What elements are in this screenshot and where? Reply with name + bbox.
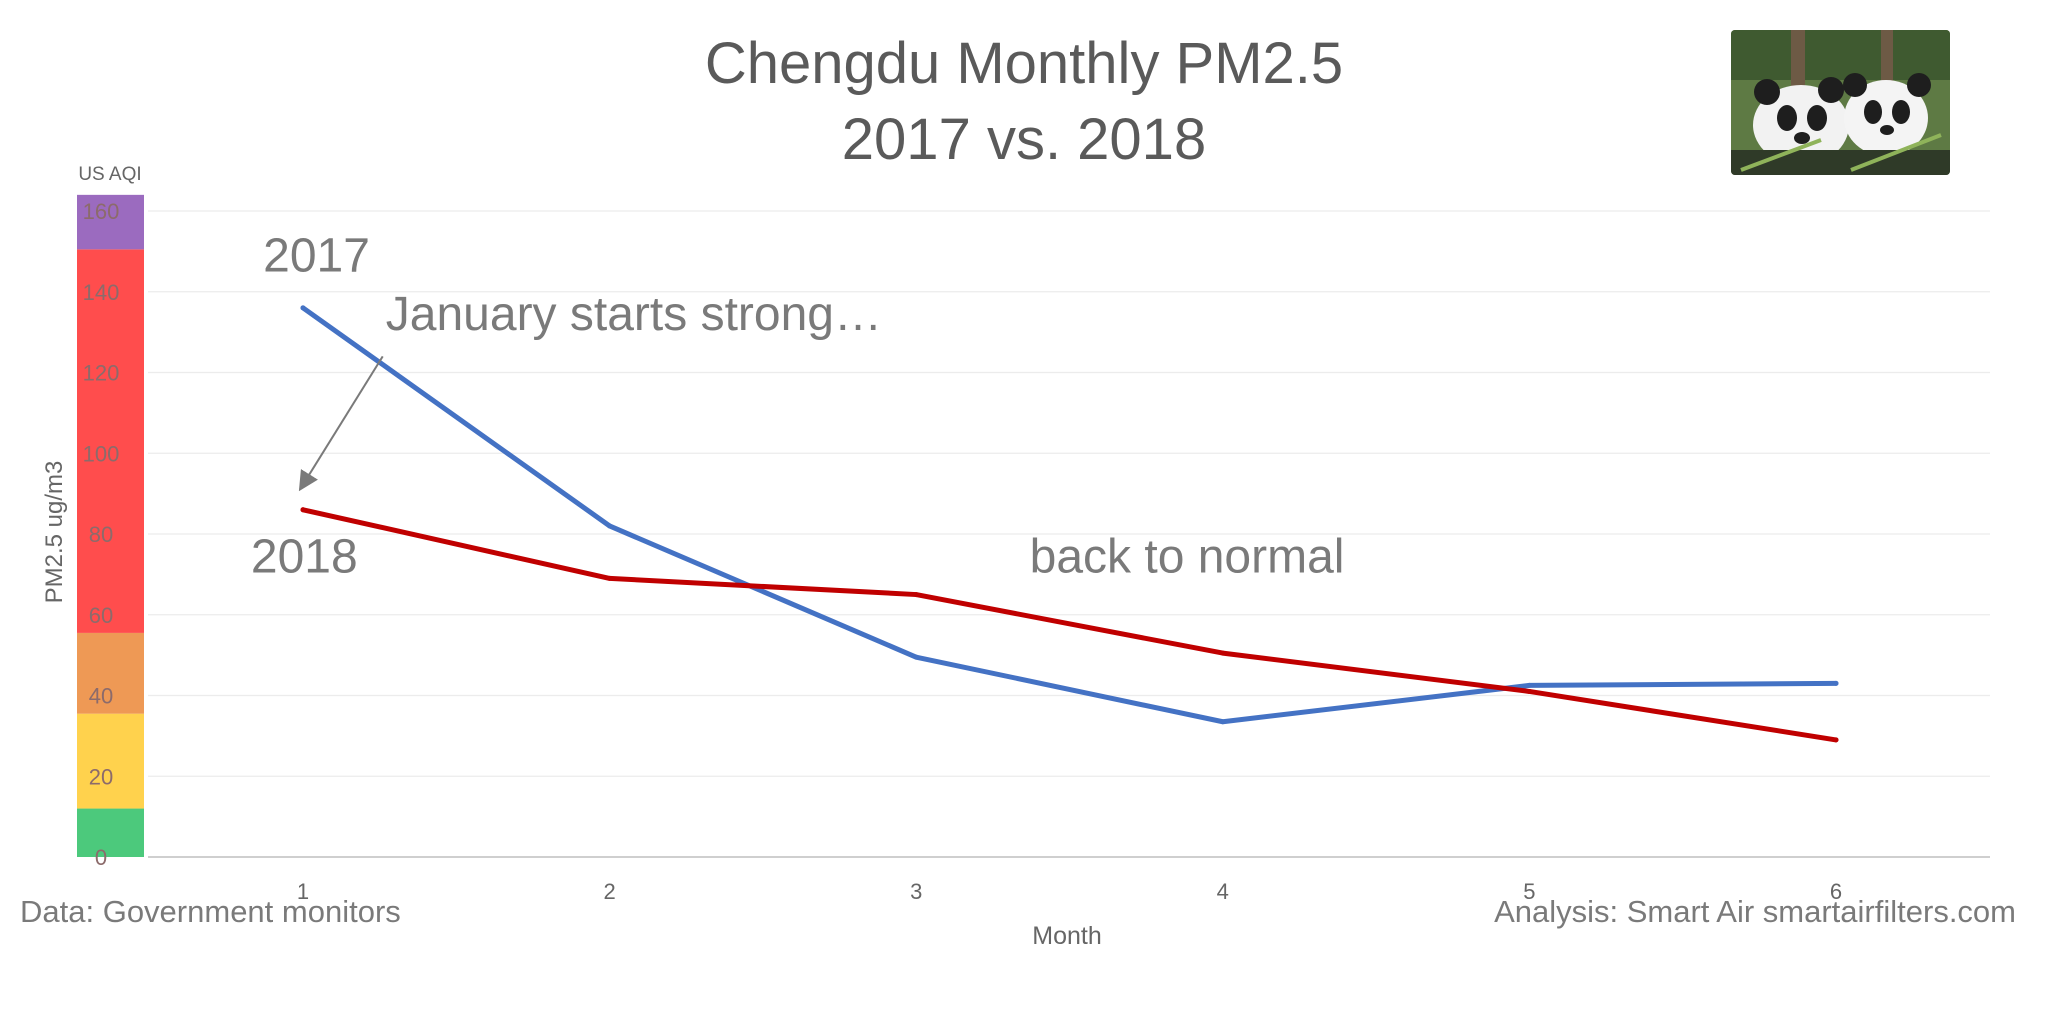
chart-title: Chengdu Monthly PM2.5 xyxy=(704,31,1344,96)
data-point-2018 xyxy=(300,507,306,513)
y-tick-label: 20 xyxy=(89,764,113,789)
annotation-label: 2017 xyxy=(263,230,370,283)
y-tick-label: 0 xyxy=(95,845,107,870)
chart-subtitle: 2017 vs. 2018 xyxy=(841,107,1207,172)
data-point-2017 xyxy=(1833,680,1839,686)
series-line-2018 xyxy=(300,507,1839,743)
data-point-2017 xyxy=(913,654,919,660)
aqi-band xyxy=(77,249,144,633)
gridlines xyxy=(148,210,1990,858)
data-point-2017 xyxy=(607,523,613,529)
aqi-band xyxy=(77,632,144,714)
y-tick-label: 100 xyxy=(83,441,120,466)
analysis-credit: Analysis: Smart Air smartairfilters.com xyxy=(1494,894,2016,929)
series-line-2017 xyxy=(300,305,1839,725)
data-point-2018 xyxy=(607,575,613,581)
aqi-label: US AQI xyxy=(78,164,141,185)
annotation-label: back to normal xyxy=(1030,530,1345,583)
y-tick-label: 40 xyxy=(89,684,113,709)
aqi-band xyxy=(77,808,144,857)
data-point-2018 xyxy=(1833,737,1839,743)
y-tick-label: 120 xyxy=(83,361,120,386)
x-tick-label: 6 xyxy=(1830,879,1842,904)
data-point-2017 xyxy=(1526,682,1532,688)
x-tick-label: 2 xyxy=(603,879,615,904)
series-lines xyxy=(300,305,1839,743)
annotation-label: January starts strong… xyxy=(386,288,882,341)
data-point-2017 xyxy=(1220,719,1226,725)
x-tick-label: 4 xyxy=(1217,879,1229,904)
data-point-2018 xyxy=(1220,650,1226,656)
x-tick-label: 1 xyxy=(297,879,309,904)
aqi-band xyxy=(77,713,144,809)
x-tick-label: 5 xyxy=(1523,879,1535,904)
annotation-arrow xyxy=(298,355,384,492)
y-tick-label: 80 xyxy=(89,522,113,547)
aqi-band xyxy=(77,194,144,250)
panda-photo-icon xyxy=(1731,30,1950,175)
annotations: 2017 2018 January starts strong… back to no… xyxy=(251,230,1345,584)
data-point-2018 xyxy=(1526,688,1532,694)
y-tick-label: 160 xyxy=(83,199,120,224)
x-tick-labels: 1 2 3 4 5 6 xyxy=(297,879,1842,904)
y-tick-labels: 0 20 40 60 80 100 120 140 160 xyxy=(83,199,120,870)
annotation-label: 2018 xyxy=(251,530,358,583)
data-point-2018 xyxy=(913,592,919,598)
y-axis-label: PM2.5 ug/m3 xyxy=(41,461,68,604)
data-point-2017 xyxy=(300,305,306,311)
data-source-note: Data: Government monitors xyxy=(20,894,401,929)
x-tick-label: 3 xyxy=(910,879,922,904)
y-tick-label: 60 xyxy=(89,603,113,628)
x-axis-label: Month xyxy=(1032,922,1101,950)
y-tick-label: 140 xyxy=(83,280,120,305)
aqi-scale-bar xyxy=(77,194,144,857)
